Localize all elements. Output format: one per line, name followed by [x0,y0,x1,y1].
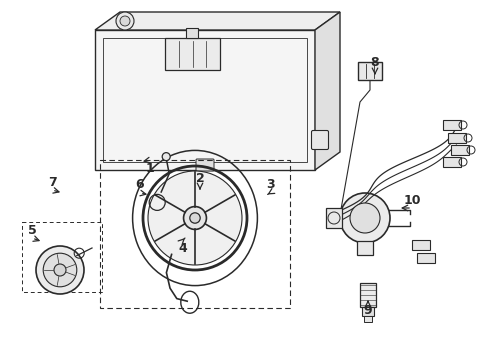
Text: 3: 3 [266,179,274,192]
Polygon shape [95,12,340,30]
Bar [326,208,342,228]
Bar [362,307,374,316]
Text: 2: 2 [196,171,204,184]
Bar [360,283,376,307]
Bar [443,120,461,130]
Bar [103,38,307,162]
Bar [186,28,198,38]
FancyBboxPatch shape [312,130,328,149]
FancyBboxPatch shape [196,159,214,171]
Bar [358,62,382,80]
Circle shape [184,207,206,229]
Bar [412,240,430,250]
Bar [95,30,315,170]
Text: 10: 10 [403,194,421,207]
Circle shape [54,264,66,276]
Text: 7: 7 [48,175,56,189]
Text: 1: 1 [146,162,154,175]
Circle shape [116,12,134,30]
Bar [22,222,102,292]
Bar [451,145,469,155]
Text: 9: 9 [364,303,372,316]
Bar [357,241,373,255]
Circle shape [190,213,200,223]
Text: 6: 6 [136,179,145,192]
Circle shape [350,203,380,233]
Polygon shape [315,12,340,170]
Text: 5: 5 [27,224,36,237]
Circle shape [162,153,170,161]
Bar [100,160,290,308]
Circle shape [43,253,77,287]
Bar [443,157,461,167]
Circle shape [148,171,242,265]
Circle shape [36,246,84,294]
Bar [364,316,372,322]
Text: 8: 8 [371,55,379,68]
Bar [417,253,435,263]
Bar [165,38,220,70]
Text: 4: 4 [179,242,187,255]
Circle shape [340,193,390,243]
Bar [448,133,466,143]
Circle shape [120,16,130,26]
